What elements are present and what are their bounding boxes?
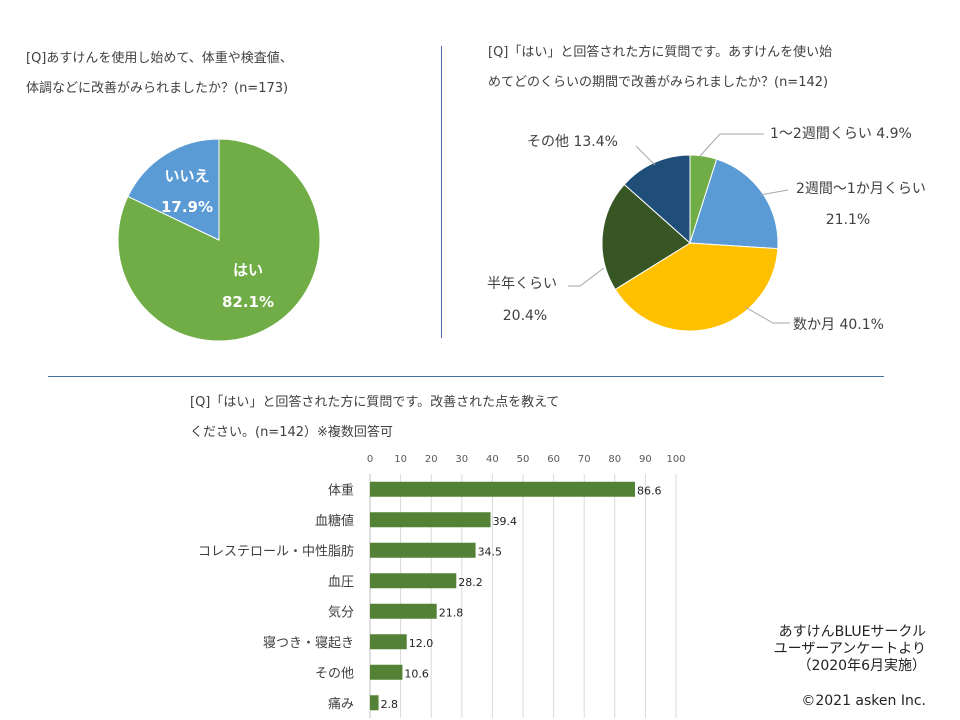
bar-value-4: 21.8 bbox=[439, 606, 464, 619]
pie2-leader-1 bbox=[759, 189, 789, 196]
bar-4 bbox=[370, 603, 437, 619]
bar-tick-label-2: 20 bbox=[425, 454, 438, 465]
bar-tick-label-5: 50 bbox=[517, 454, 530, 465]
source-line1: あすけんBLUEサークル bbox=[778, 624, 926, 640]
pie2-label-3: 半年くらい bbox=[487, 276, 557, 292]
bar-value-0: 86.6 bbox=[637, 484, 662, 497]
bar-6 bbox=[370, 664, 403, 680]
bar-3 bbox=[370, 573, 457, 589]
bar-2 bbox=[370, 542, 476, 558]
horizontal-divider bbox=[48, 376, 884, 377]
pie1-label-1: いいえ bbox=[164, 167, 209, 185]
vertical-divider bbox=[441, 46, 442, 338]
pie2-label-0: 1〜2週間くらい 4.9% bbox=[770, 126, 912, 142]
bar-tick-label-7: 70 bbox=[578, 454, 591, 465]
question-3-line1: [Q]「はい」と回答された方に質問です。改善された点を教えて bbox=[190, 395, 560, 410]
bar-value-5: 12.0 bbox=[409, 637, 434, 650]
bar-5 bbox=[370, 634, 407, 650]
question-1: [Q]あすけんを使用し始めて、体重や検査値、 体調などに改善がみられましたか？(… bbox=[26, 44, 416, 104]
bar-category-0: 体重 bbox=[328, 482, 354, 498]
bar-0 bbox=[370, 481, 635, 497]
pie2-leader-3 bbox=[568, 267, 605, 287]
bar-tick-label-0: 0 bbox=[367, 454, 373, 465]
bar-tick-label-6: 60 bbox=[547, 454, 560, 465]
pie2-leader-0 bbox=[699, 133, 764, 157]
bar-tick-label-9: 90 bbox=[639, 454, 652, 465]
bar-tick-label-10: 100 bbox=[666, 454, 685, 465]
pie2-slice-3 bbox=[601, 183, 691, 291]
bar-category-7: 痛み bbox=[328, 696, 354, 712]
question-3: [Q]「はい」と回答された方に質問です。改善された点を教えて ください。(n=1… bbox=[190, 388, 630, 448]
pie2-label-4: その他 13.4% bbox=[527, 134, 618, 150]
question-1-line2: 体調などに改善がみられましたか？(n=173) bbox=[26, 81, 289, 96]
question-2-line2: めてどのくらいの期間で改善がみられましたか？(n=142) bbox=[488, 75, 829, 90]
bar-value-6: 10.6 bbox=[404, 667, 429, 680]
pie1-value-0: 82.1% bbox=[222, 293, 274, 311]
pie2-value-3: 20.4% bbox=[503, 308, 547, 324]
bar-category-3: 血圧 bbox=[328, 575, 354, 590]
pie2-value-1: 21.1% bbox=[826, 212, 870, 228]
bar-tick-label-1: 10 bbox=[394, 454, 407, 465]
pie2-slice-1 bbox=[689, 158, 779, 250]
pie2-slice-2 bbox=[614, 242, 779, 332]
source-line3: （2020年6月実施） bbox=[797, 658, 926, 674]
bar-category-1: 血糖値 bbox=[315, 513, 354, 529]
source-line2: ユーザーアンケートより bbox=[773, 641, 926, 657]
question-2-line1: [Q]「はい」と回答された方に質問です。あすけんを使い始 bbox=[488, 45, 833, 60]
bar-category-4: 気分 bbox=[328, 604, 354, 620]
bar-category-5: 寝つき・寝起き bbox=[263, 635, 354, 651]
bar-value-2: 34.5 bbox=[478, 545, 503, 558]
bar-category-6: その他 bbox=[315, 666, 354, 681]
pie2-leader-4 bbox=[635, 145, 656, 166]
pie2-slice-4 bbox=[623, 154, 691, 245]
pie1-value-1: 17.9% bbox=[161, 198, 213, 216]
pie2-label-1: 2週間〜1か月くらい bbox=[796, 181, 926, 197]
source-note: あすけんBLUEサークル ユーザーアンケートより （2020年6月実施） bbox=[774, 624, 926, 675]
question-2: [Q]「はい」と回答された方に質問です。あすけんを使い始 めてどのくらいの期間で… bbox=[488, 38, 928, 98]
bar-tick-label-4: 40 bbox=[486, 454, 499, 465]
question-3-line2: ください。(n=142）※複数回答可 bbox=[190, 425, 393, 440]
pie2-leader-2 bbox=[744, 306, 790, 324]
question-1-line1: [Q]あすけんを使用し始めて、体重や検査値、 bbox=[26, 51, 293, 66]
pie1-label-0: はい bbox=[233, 261, 263, 279]
bar-value-7: 2.8 bbox=[381, 698, 399, 711]
pie2-label-2: 数か月 40.1% bbox=[793, 317, 884, 333]
bar-7 bbox=[370, 695, 379, 711]
bar-1 bbox=[370, 512, 491, 528]
pie1-slice-1 bbox=[127, 138, 220, 241]
bar-tick-label-3: 30 bbox=[455, 454, 468, 465]
bar-tick-label-8: 80 bbox=[608, 454, 621, 465]
bar-value-3: 28.2 bbox=[458, 576, 483, 589]
bar-value-1: 39.4 bbox=[493, 515, 517, 528]
copyright: ©2021 asken Inc. bbox=[801, 693, 926, 709]
bar-category-2: コレステロール・中性脂肪 bbox=[198, 543, 354, 559]
